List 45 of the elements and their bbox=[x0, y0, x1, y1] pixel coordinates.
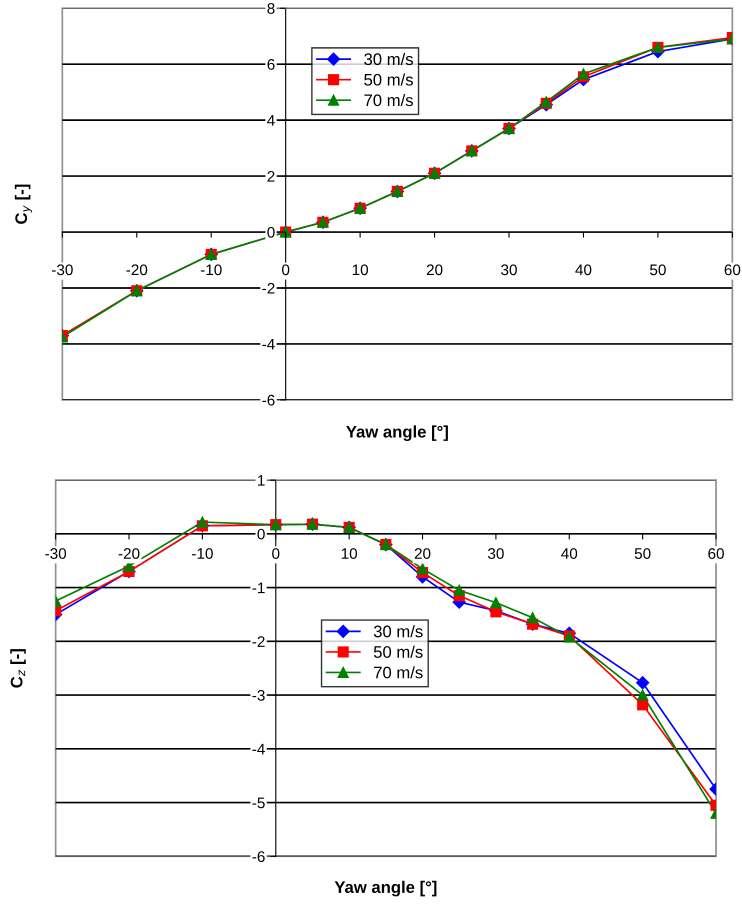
y-tick-label: 2 bbox=[268, 170, 274, 182]
y-tick-label: -1 bbox=[252, 582, 265, 594]
x-tick-label: -30 bbox=[45, 548, 66, 559]
x-tick-label: 30 bbox=[501, 264, 517, 276]
y-tick-label: -6 bbox=[252, 851, 265, 862]
y-axis-title: C$_{z}$ [-] bbox=[10, 649, 26, 688]
y-tick-label: 8 bbox=[267, 3, 275, 14]
legend-label: 50 m/s bbox=[374, 646, 423, 658]
x-tick-label: 50 bbox=[650, 264, 666, 276]
x-tick-label: -20 bbox=[118, 548, 140, 559]
x-tick-label: 40 bbox=[561, 548, 578, 559]
x-tick-label: 60 bbox=[708, 548, 724, 559]
y-tick-label: 6 bbox=[268, 59, 275, 70]
x-tick-label: 20 bbox=[414, 548, 430, 559]
y-tick-label: -4 bbox=[262, 338, 275, 350]
x-tick-label: -30 bbox=[52, 264, 73, 276]
y-tick-label: 1 bbox=[258, 475, 265, 486]
legend-label: 50 m/s bbox=[364, 73, 413, 86]
y-tick-label: -4 bbox=[252, 744, 265, 754]
y-tick-label: -5 bbox=[252, 798, 265, 808]
x-tick-label: 50 bbox=[634, 548, 651, 559]
x-axis-title: Yaw angle [°] bbox=[346, 425, 448, 441]
y-axis-title: C$_{y}$ [-] bbox=[14, 184, 32, 224]
x-tick-label: 40 bbox=[575, 264, 592, 276]
x-axis-title: Yaw angle [°] bbox=[334, 880, 436, 896]
y-tick-label: 4 bbox=[267, 115, 275, 126]
x-tick-label: 10 bbox=[342, 548, 358, 559]
legend-label: 70 m/s bbox=[364, 94, 413, 106]
x-tick-label: 60 bbox=[724, 264, 740, 276]
x-tick-label: 10 bbox=[352, 264, 368, 276]
x-tick-label: 0 bbox=[282, 264, 290, 276]
y-tick-label: -6 bbox=[262, 394, 275, 406]
y-tick-label: -2 bbox=[252, 636, 265, 647]
y-tick-label: -2 bbox=[262, 282, 274, 294]
x-tick-label: 20 bbox=[426, 264, 442, 276]
x-tick-label: 30 bbox=[488, 548, 504, 559]
x-tick-label: -10 bbox=[192, 548, 213, 559]
legend-label: 30 m/s bbox=[364, 52, 413, 66]
y-tick-label: 0 bbox=[257, 528, 265, 540]
y-tick-label: -3 bbox=[252, 690, 265, 701]
x-tick-label: -10 bbox=[200, 264, 222, 276]
y-tick-label: 0 bbox=[267, 226, 275, 238]
x-tick-label: -20 bbox=[126, 264, 148, 276]
legend-label: 70 m/s bbox=[374, 666, 423, 678]
legend-label: 30 m/s bbox=[374, 625, 423, 638]
